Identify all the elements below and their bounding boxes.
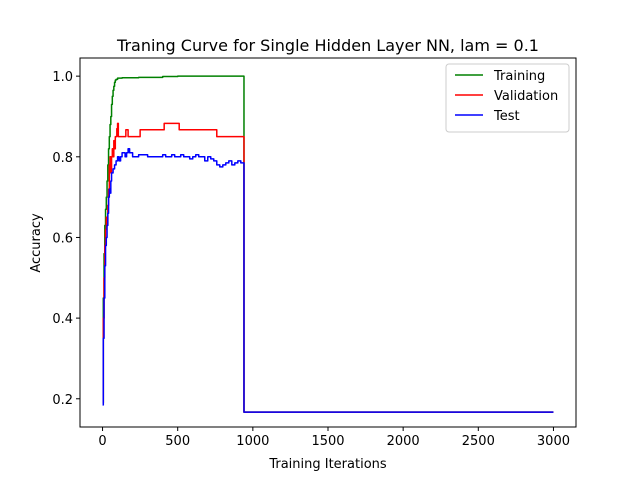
series-line-test [102, 147, 554, 413]
y-axis-ticks: 0.2 0.4 0.6 0.8 1.0 [52, 70, 80, 408]
x-tick-label: 0 [98, 434, 106, 449]
legend-label-validation: Validation [494, 89, 558, 104]
y-tick-label: 0.2 [52, 393, 73, 408]
x-tick-label: 500 [165, 434, 190, 449]
legend: Training Validation Test [445, 63, 570, 133]
y-tick-label: 0.8 [52, 151, 73, 166]
x-axis-ticks: 0 500 1000 1500 2000 2500 3000 [98, 427, 570, 449]
y-tick-label: 1.0 [52, 70, 73, 85]
x-tick-label: 1000 [236, 434, 269, 449]
x-axis-label: Training Iterations [268, 457, 387, 472]
plot-lines [102, 75, 554, 413]
legend-label-test: Test [493, 109, 520, 124]
x-tick-label: 2000 [387, 434, 420, 449]
legend-label-training: Training [493, 69, 545, 84]
y-axis-label: Accuracy [29, 213, 44, 273]
y-tick-label: 0.6 [52, 231, 73, 246]
x-tick-label: 1500 [311, 434, 344, 449]
x-tick-label: 2500 [462, 434, 495, 449]
series-line-training [102, 75, 554, 413]
x-tick-label: 3000 [537, 434, 570, 449]
y-tick-label: 0.4 [52, 312, 73, 327]
chart-title: Traning Curve for Single Hidden Layer NN… [116, 36, 539, 55]
